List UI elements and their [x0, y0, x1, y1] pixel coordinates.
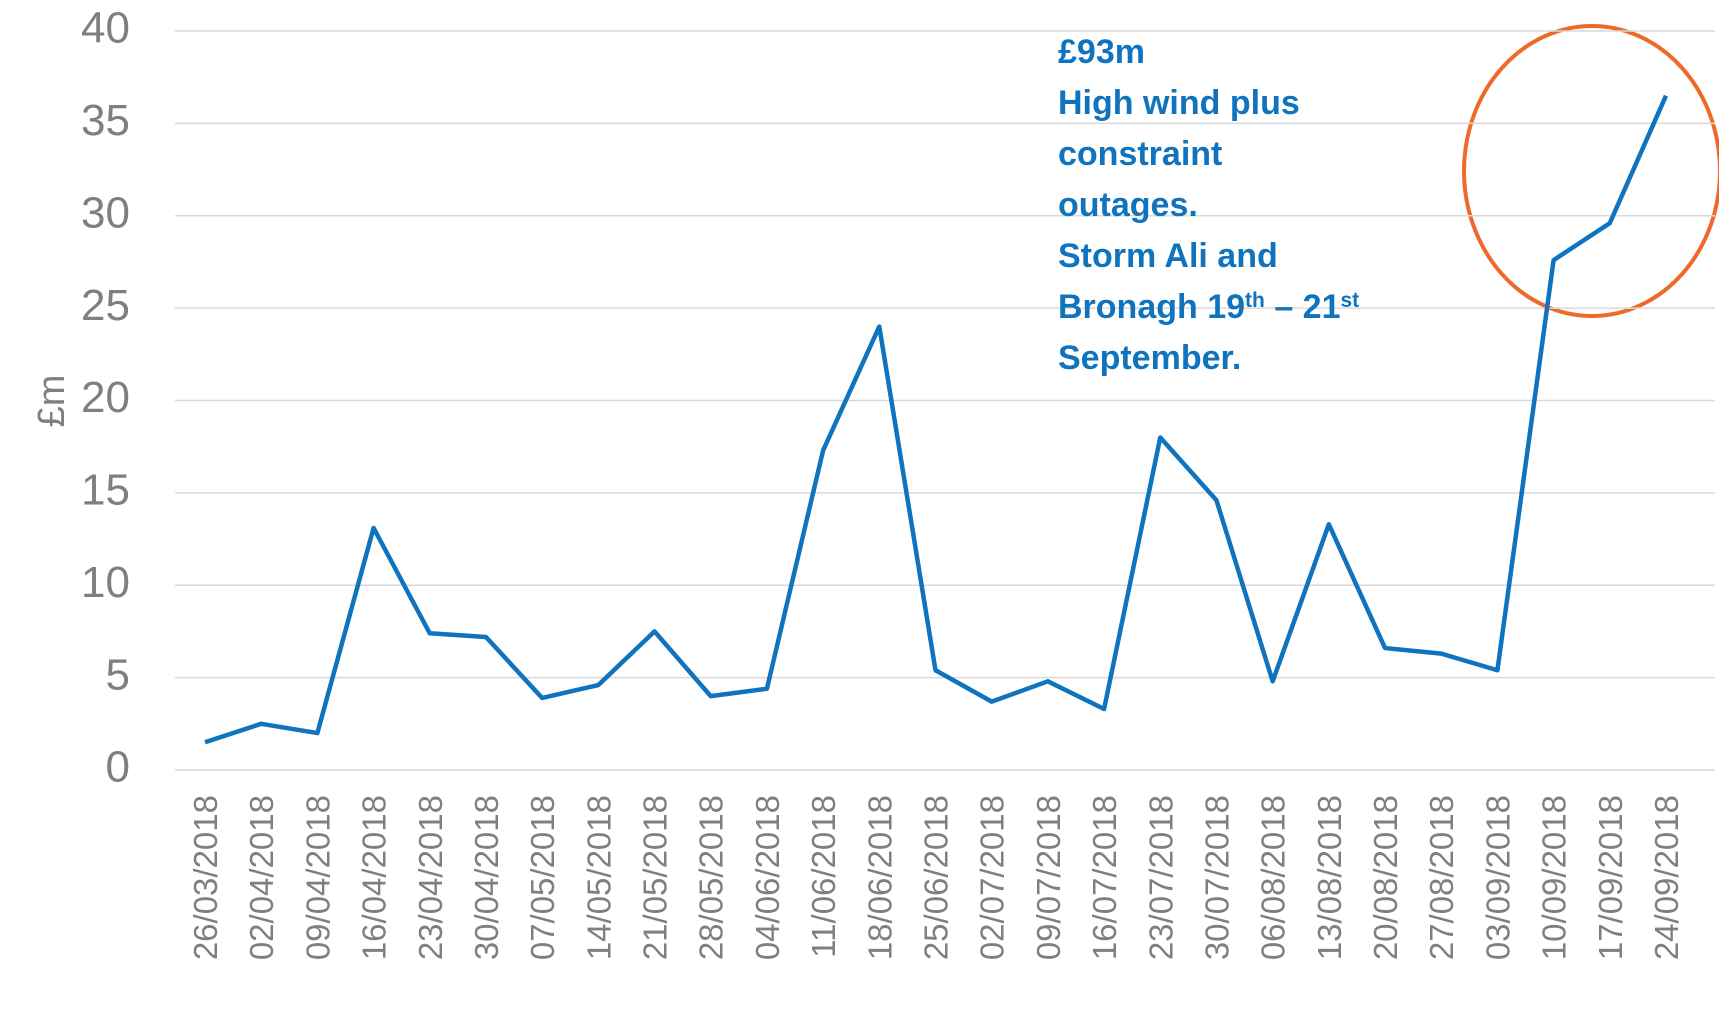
- x-tick-label: 11/06/2018: [805, 795, 842, 958]
- annotation-line: Storm Ali and: [1058, 237, 1278, 275]
- y-tick-label: 20: [81, 373, 130, 422]
- annotation-text: High wind plus: [1058, 84, 1300, 122]
- y-tick-label: 40: [81, 4, 130, 53]
- annotation-line: Bronagh 19th – 21st: [1058, 288, 1359, 326]
- x-tick-label: 30/07/2018: [1198, 795, 1235, 960]
- annotation-line: High wind plus: [1058, 84, 1300, 122]
- x-tick-label: 30/04/2018: [468, 795, 505, 960]
- x-tick-label: 23/07/2018: [1142, 795, 1179, 960]
- x-tick-label: 17/09/2018: [1592, 795, 1629, 960]
- x-tick-label: 06/08/2018: [1255, 795, 1292, 960]
- x-tick-label: 13/08/2018: [1311, 795, 1348, 960]
- annotation-text: September.: [1058, 339, 1241, 377]
- annotation-line: constraint: [1058, 135, 1222, 173]
- x-tick-label: 07/05/2018: [524, 795, 561, 960]
- annotation-text: Storm Ali and: [1058, 237, 1278, 275]
- annotation-text: – 21: [1265, 288, 1341, 326]
- x-tick-label: 20/08/2018: [1367, 795, 1404, 960]
- annotation-text: outages.: [1058, 186, 1198, 224]
- annotation-text: constraint: [1058, 135, 1222, 173]
- y-tick-label: 35: [81, 96, 130, 145]
- x-tick-label: 27/08/2018: [1423, 795, 1460, 960]
- x-tick-label: 23/04/2018: [412, 795, 449, 960]
- y-axis-label: £m: [31, 375, 73, 428]
- x-tick-label: 18/06/2018: [861, 795, 898, 960]
- x-tick-label: 16/04/2018: [356, 795, 393, 960]
- annotation-text: th: [1245, 289, 1265, 312]
- x-tick-label: 02/07/2018: [974, 795, 1011, 960]
- data-line: [204, 94, 1669, 745]
- y-tick-label: 15: [81, 466, 130, 515]
- y-tick-label: 5: [106, 650, 130, 699]
- x-tick-label: 21/05/2018: [637, 795, 674, 960]
- x-tick-label: 26/03/2018: [187, 795, 224, 960]
- annotation-line: outages.: [1058, 186, 1198, 224]
- x-tick-label: 03/09/2018: [1479, 795, 1516, 960]
- y-tick-label: 10: [81, 558, 130, 607]
- x-tick-label: 16/07/2018: [1086, 795, 1123, 960]
- annotation-text: st: [1341, 289, 1360, 312]
- highlight-circle: [1462, 24, 1719, 318]
- x-tick-label: 02/04/2018: [243, 795, 280, 960]
- x-tick-label: 24/09/2018: [1648, 795, 1685, 960]
- x-tick-label: 28/05/2018: [693, 795, 730, 960]
- annotation-text: £93m: [1058, 33, 1145, 71]
- annotation-line: £93m: [1058, 33, 1145, 71]
- x-tick-label: 10/09/2018: [1536, 795, 1573, 960]
- x-tick-label: 14/05/2018: [580, 795, 617, 960]
- x-tick-label: 04/06/2018: [749, 795, 786, 960]
- x-tick-label: 09/04/2018: [299, 795, 336, 960]
- annotation-text: Bronagh 19: [1058, 288, 1245, 326]
- annotation-line: September.: [1058, 339, 1241, 377]
- x-tick-label: 25/06/2018: [918, 795, 955, 960]
- y-tick-label: 0: [106, 743, 130, 792]
- y-tick-label: 25: [81, 281, 130, 330]
- y-tick-label: 30: [81, 188, 130, 237]
- x-tick-label: 09/07/2018: [1030, 795, 1067, 960]
